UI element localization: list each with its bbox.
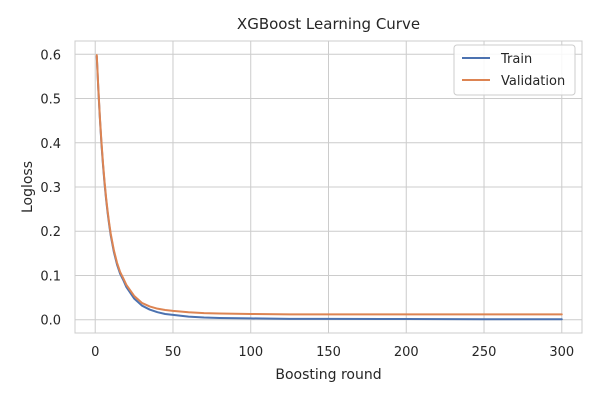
x-axis-label: Boosting round [275, 367, 381, 383]
x-tick-label: 250 [472, 345, 497, 360]
y-tick-label: 0.2 [40, 225, 61, 240]
series-line-validation [95, 54, 563, 316]
y-tick-label: 0.0 [40, 314, 61, 329]
chart-title: XGBoost Learning Curve [237, 15, 420, 33]
y-axis-label: Logloss [20, 161, 36, 213]
x-tick-label: 300 [549, 345, 574, 360]
x-tick-label: 200 [394, 345, 419, 360]
grid-lines [75, 41, 582, 333]
y-tick-label: 0.1 [40, 269, 61, 284]
x-tick-label: 150 [316, 345, 341, 360]
tick-labels: 0 50 100 150 200 250 300 0.0 0.1 0.2 0.3 0.4 0.5 0.6 [40, 48, 574, 360]
plot-frame [74, 40, 583, 334]
series-layer [95, 54, 563, 321]
y-tick-label: 0.4 [40, 137, 61, 152]
y-tick-label: 0.5 [40, 93, 61, 108]
legend-label-train: Train [500, 52, 532, 67]
x-tick-label: 0 [91, 345, 99, 360]
x-tick-label: 50 [165, 345, 182, 360]
legend-label-validation: Validation [501, 74, 565, 89]
x-tick-label: 100 [238, 345, 263, 360]
y-tick-label: 0.6 [40, 48, 61, 63]
y-tick-label: 0.3 [40, 181, 61, 196]
legend: Train Validation [453, 44, 576, 96]
